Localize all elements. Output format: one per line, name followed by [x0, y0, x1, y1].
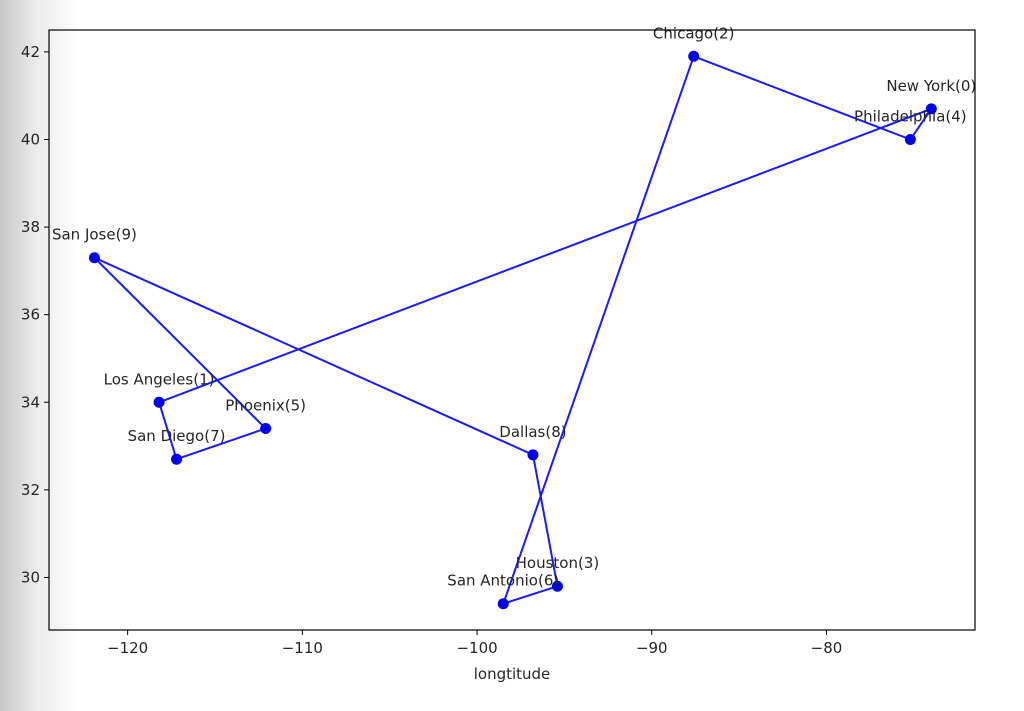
city-marker — [551, 580, 563, 592]
y-tick-label: 40 — [21, 130, 40, 148]
plot-frame — [48, 29, 976, 631]
y-tick-label: 38 — [21, 218, 40, 236]
city-label: San Antonio(6) — [447, 572, 559, 590]
x-axis-title: longtitude — [474, 665, 551, 683]
city-marker — [497, 598, 509, 610]
x-axis-ticks: −120 −110 −100 −90 −80 — [107, 630, 842, 657]
city-label: San Diego(7) — [128, 427, 226, 445]
marker-layer — [88, 50, 937, 610]
city-marker — [171, 453, 183, 465]
city-label: Houston(3) — [516, 554, 600, 572]
city-label: New York(0) — [886, 77, 976, 95]
city-label: Dallas(8) — [499, 423, 566, 441]
route-layer — [93, 55, 933, 605]
route-line — [93, 55, 933, 605]
city-label: San Jose(9) — [52, 226, 137, 244]
y-tick-label: 36 — [21, 306, 40, 324]
city-label: Los Angeles(1) — [104, 370, 215, 388]
y-tick-label: 30 — [21, 568, 40, 586]
city-label: Philadelphia(4) — [854, 107, 967, 125]
y-tick-label: 42 — [21, 43, 40, 61]
city-marker — [527, 449, 539, 461]
city-marker — [904, 133, 916, 145]
city-marker — [260, 423, 272, 435]
y-tick-label: 32 — [21, 481, 40, 499]
city-marker — [688, 50, 700, 62]
city-marker — [153, 396, 165, 408]
edge-shadow — [0, 0, 80, 711]
city-label: Chicago(2) — [653, 24, 735, 42]
x-tick-label: −90 — [636, 639, 668, 657]
x-tick-label: −120 — [107, 639, 148, 657]
y-axis-ticks: 30 32 34 36 38 40 42 — [21, 43, 49, 586]
x-tick-label: −100 — [456, 639, 497, 657]
x-tick-label: −110 — [282, 639, 323, 657]
label-layer: New York(0) Los Angeles(1) Chicago(2) Houst… — [52, 24, 976, 589]
city-marker — [88, 252, 100, 264]
city-label: Phoenix(5) — [225, 397, 306, 415]
city-marker — [925, 103, 937, 115]
x-tick-label: −80 — [811, 639, 843, 657]
y-tick-label: 34 — [21, 393, 40, 411]
